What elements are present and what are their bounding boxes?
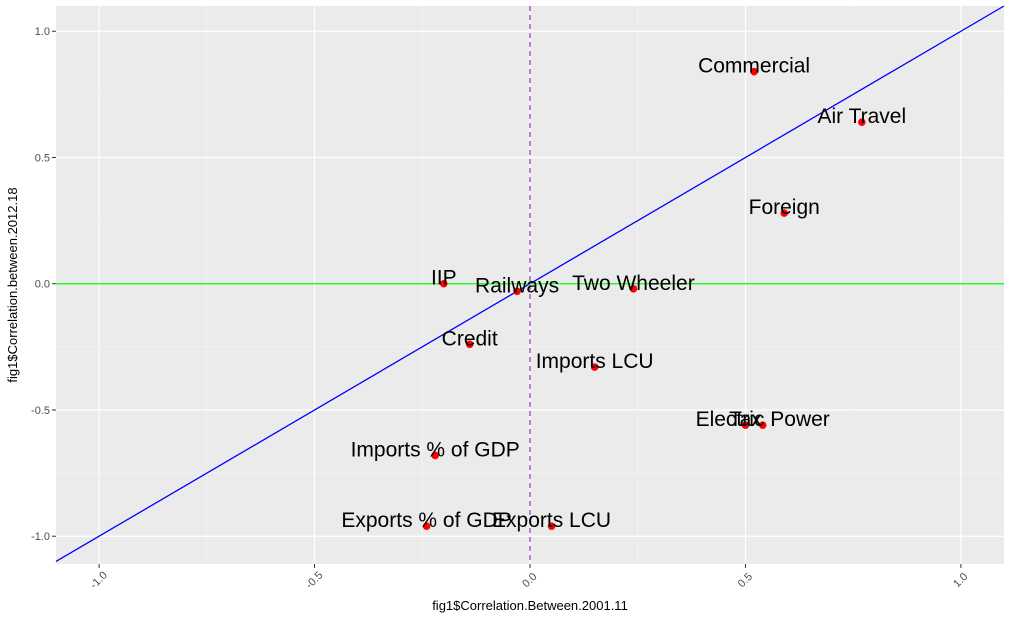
data-points bbox=[422, 67, 866, 530]
x-tick-label: 0.0 bbox=[520, 571, 539, 590]
reference-lines bbox=[55, 5, 1005, 564]
label-iip: IIP bbox=[431, 267, 457, 290]
label-imports-of-gdp: Imports % of GDP bbox=[351, 438, 520, 461]
x-tick-label: 1.0 bbox=[951, 571, 970, 590]
point-commercial bbox=[750, 67, 758, 76]
y-tick-label: -0.5 bbox=[31, 405, 50, 417]
x-tick-label: 0.5 bbox=[736, 571, 755, 590]
y-axis-ticks: -1.0 -0.5 0.0 0.5 1.0 bbox=[31, 26, 56, 543]
label-credit: Credit bbox=[442, 327, 498, 350]
point-railways bbox=[513, 287, 521, 296]
point-imports-lcu bbox=[590, 363, 599, 371]
label-exports-lcu: Exports LCU bbox=[492, 509, 611, 532]
label-air-travel: Air Travel bbox=[817, 105, 906, 128]
y-tick-label: 1.0 bbox=[35, 26, 50, 38]
point-electric-power bbox=[758, 421, 767, 429]
point-iip bbox=[440, 279, 448, 288]
point-air-travel bbox=[858, 118, 866, 126]
label-electric-power: Electric Power bbox=[696, 408, 830, 431]
point-credit bbox=[465, 340, 474, 349]
label-foreign: Foreign bbox=[749, 196, 820, 219]
point-foreign bbox=[780, 209, 789, 217]
point-exports-lcu bbox=[547, 522, 556, 530]
label-exports-of-gdp: Exports % of GDP bbox=[341, 509, 511, 532]
x-tick-label: -0.5 bbox=[304, 569, 326, 591]
point-tax bbox=[741, 421, 750, 429]
label-railways: Railways bbox=[475, 274, 559, 297]
x-axis-title: fig1$Correlation.Between.2001.11 bbox=[432, 598, 628, 613]
label-commercial: Commercial bbox=[698, 55, 810, 78]
point-exports-of-gdp bbox=[422, 522, 431, 530]
y-tick-label: -1.0 bbox=[31, 531, 50, 543]
label-tax: Tax bbox=[729, 408, 762, 431]
point-labels: Commercial Air Travel Foreign IIP Railways Tw… bbox=[341, 55, 906, 532]
label-imports-lcu: Imports LCU bbox=[536, 350, 654, 373]
point-imports-of-gdp bbox=[431, 451, 440, 460]
label-two-wheeler: Two Wheeler bbox=[572, 272, 695, 295]
y-axis-title: fig1$Correlation.between.2012.18 bbox=[5, 187, 20, 382]
x-tick-label: -1.0 bbox=[88, 569, 110, 591]
x-axis-ticks: -1.0 -0.5 0.0 0.5 1.0 bbox=[88, 564, 970, 591]
y-tick-label: 0.5 bbox=[35, 152, 50, 164]
y-tick-label: 0.0 bbox=[35, 279, 50, 291]
point-two-wheeler bbox=[629, 284, 638, 293]
